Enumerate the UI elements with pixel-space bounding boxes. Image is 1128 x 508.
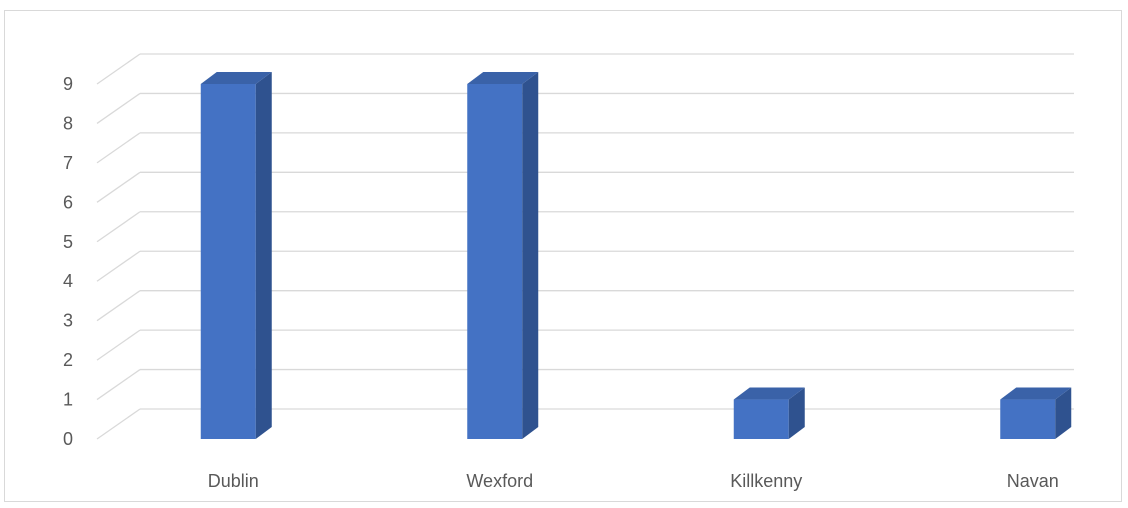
y-tick-label: 5: [63, 232, 73, 252]
gridline-diagonal: [96, 250, 141, 282]
gridline-diagonal: [96, 211, 141, 243]
bar-dublin: [200, 72, 272, 439]
y-tick-label: 6: [63, 192, 73, 212]
bar-side: [522, 72, 539, 439]
bar-top: [467, 72, 539, 84]
bar-top: [200, 72, 272, 84]
y-tick-label: 2: [63, 350, 73, 370]
gridline-diagonal: [96, 171, 141, 203]
bar-side: [1055, 387, 1072, 439]
bar-chart: 0 1 2 3 4 5 6 7 8 9 Dublin Wexford Killkenny Navan: [63, 53, 1074, 491]
bar-killkenny: [733, 387, 805, 439]
bar-front: [733, 399, 789, 439]
bar-side: [255, 72, 272, 439]
y-tick-label: 4: [63, 271, 73, 291]
x-axis-tick-labels: Dublin Wexford Killkenny Navan: [208, 471, 1059, 491]
bar-navan: [1000, 387, 1072, 439]
gridline-diagonal: [96, 53, 141, 85]
bar-top: [733, 387, 805, 400]
gridline-diagonal: [96, 408, 141, 440]
gridline-diagonal: [96, 369, 141, 401]
x-tick-label: Dublin: [208, 471, 259, 491]
bar-wexford: [467, 72, 539, 439]
y-tick-label: 0: [63, 429, 73, 449]
x-tick-label: Wexford: [466, 471, 533, 491]
gridline-diagonal: [96, 132, 141, 164]
x-tick-label: Navan: [1007, 471, 1059, 491]
chart-area: 0 1 2 3 4 5 6 7 8 9 Dublin Wexford Killkenny Navan: [4, 10, 1122, 502]
y-tick-label: 1: [63, 390, 73, 410]
gridline-diagonal: [96, 329, 141, 361]
gridline-diagonal: [96, 290, 141, 322]
bar-top: [1000, 387, 1072, 400]
y-tick-label: 3: [63, 311, 73, 331]
y-axis-tick-labels: 0 1 2 3 4 5 6 7 8 9: [63, 74, 73, 449]
bar-front: [467, 84, 523, 439]
y-tick-label: 7: [63, 153, 73, 173]
bars: [200, 72, 1072, 439]
bar-front: [1000, 399, 1056, 439]
gridline-diagonal: [96, 92, 141, 124]
bar-side: [788, 387, 805, 439]
gridlines: [96, 53, 1074, 440]
bar-front: [200, 84, 256, 439]
y-tick-label: 9: [63, 74, 73, 94]
x-tick-label: Killkenny: [730, 471, 802, 491]
y-tick-label: 8: [63, 113, 73, 133]
